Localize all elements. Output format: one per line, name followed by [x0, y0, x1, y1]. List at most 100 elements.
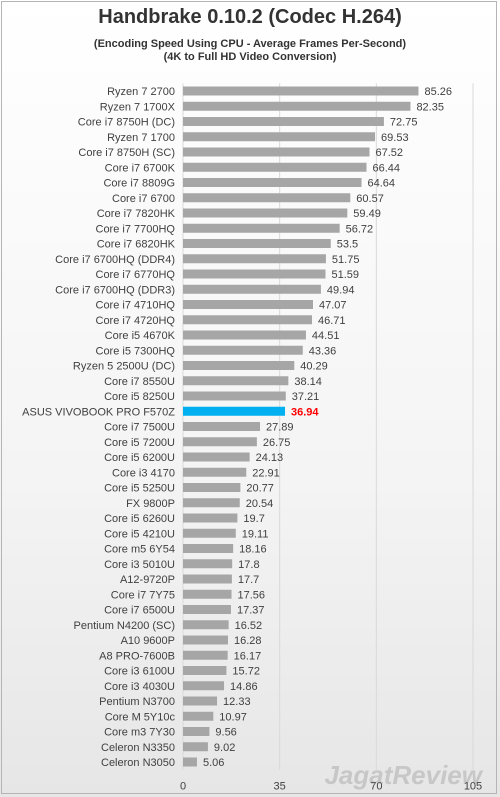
value-label: 22.91	[252, 467, 280, 479]
bar	[183, 361, 295, 370]
category-label: Core i5 7200U	[104, 437, 175, 449]
category-label: Core i5 4670K	[105, 330, 176, 342]
category-label: Core i7 8750H (DC)	[78, 117, 175, 129]
bar	[183, 437, 257, 447]
category-label: Core i5 6200U	[104, 452, 175, 464]
category-label: Core i7 8809G	[103, 178, 175, 190]
bar	[183, 162, 367, 172]
value-label: 40.29	[300, 361, 328, 373]
value-label: 17.8	[238, 559, 259, 571]
category-label: Core i5 4210U	[104, 528, 175, 540]
value-label: 43.36	[309, 345, 337, 357]
category-label: Core m3 7Y30	[104, 727, 175, 739]
category-label: Core i7 4710HQ	[96, 300, 176, 312]
bar	[183, 742, 208, 752]
value-label: 44.51	[312, 330, 340, 342]
bar	[183, 315, 313, 325]
category-label: Core i7 8750H (SC)	[78, 147, 175, 159]
bar	[183, 101, 411, 111]
bar	[183, 635, 228, 645]
value-label: 72.75	[390, 117, 418, 129]
category-label: Core i7 7Y75	[111, 589, 175, 601]
bar	[183, 117, 384, 126]
value-label: 51.75	[332, 254, 360, 266]
category-label: Ryzen 7 1700	[107, 132, 175, 144]
bar	[183, 513, 238, 523]
bar	[183, 589, 232, 599]
bar	[183, 330, 306, 340]
value-label: 27.89	[266, 422, 294, 434]
value-label: 26.75	[263, 437, 291, 449]
bar	[183, 254, 326, 264]
value-label: 47.07	[319, 300, 347, 312]
value-label: 16.52	[235, 620, 263, 632]
bar	[183, 666, 227, 675]
x-tick-label: 105	[464, 781, 482, 793]
bar	[183, 620, 229, 630]
bar	[183, 86, 419, 96]
bar	[183, 300, 314, 309]
bar	[183, 544, 234, 553]
value-label: 53.5	[337, 239, 358, 251]
value-label: 37.21	[292, 391, 320, 403]
category-label: FX 9800P	[126, 498, 175, 510]
category-label: ASUS VIVOBOOK PRO F570Z	[22, 406, 175, 418]
bar	[183, 223, 340, 233]
category-label: Core i7 8550U	[104, 376, 175, 388]
category-label: Core i7 7700HQ	[96, 223, 176, 235]
category-label: Core i7 6700	[112, 193, 175, 205]
chart-subtitle-2: (4K to Full HD Video Conversion)	[163, 51, 337, 63]
bar	[183, 528, 236, 538]
value-label: 24.13	[256, 452, 284, 464]
bar	[183, 269, 326, 279]
category-label: Core i7 7500U	[104, 422, 175, 434]
value-label: 17.7	[238, 574, 259, 586]
x-tick-label: 70	[370, 781, 382, 793]
chart-title: Handbrake 0.10.2 (Codec H.264)	[98, 6, 402, 28]
bar	[183, 757, 197, 767]
bar	[183, 178, 362, 187]
value-label: 14.86	[230, 681, 258, 693]
category-label: Core i7 6700K	[105, 162, 176, 174]
category-label: Core i3 4030U	[104, 681, 175, 693]
bar	[183, 193, 351, 203]
bar	[183, 559, 233, 569]
category-label: Core i5 8250U	[104, 391, 175, 403]
category-label: Core i5 5250U	[104, 483, 175, 495]
bar	[183, 727, 210, 736]
watermark-logo: JagatReview	[324, 760, 482, 790]
value-label: 10.97	[219, 711, 247, 723]
bar	[183, 498, 240, 508]
category-label: Core i3 5010U	[104, 559, 175, 571]
value-label: 36.94	[291, 406, 319, 418]
value-label: 16.28	[234, 635, 262, 647]
bar	[183, 284, 321, 294]
value-label: 59.49	[353, 208, 381, 220]
category-label: Core i7 7820HK	[97, 208, 176, 220]
highlight-bar	[183, 406, 286, 416]
value-label: 85.26	[424, 86, 452, 98]
value-label: 19.11	[242, 528, 269, 540]
category-label: Core i3 4170	[112, 467, 175, 479]
bar	[183, 452, 250, 462]
category-label: Ryzen 7 1700X	[100, 101, 176, 113]
category-label: Core i7 6700HQ (DDR3)	[55, 284, 175, 296]
category-label: Core i3 6100U	[104, 666, 175, 678]
x-tick-label: 0	[180, 781, 186, 793]
category-label: Core m5 6Y54	[104, 544, 175, 556]
value-label: 46.71	[318, 315, 346, 327]
category-label: Core M 5Y10c	[105, 711, 176, 723]
category-label: A8 PRO-7600B	[99, 650, 175, 662]
category-label: Core i5 6260U	[104, 513, 175, 525]
category-label: Celeron N3050	[101, 757, 175, 769]
category-label: Core i7 6700HQ (DDR4)	[55, 254, 175, 266]
bar	[183, 345, 303, 355]
value-label: 15.72	[232, 666, 260, 678]
value-label: 67.52	[375, 147, 403, 159]
category-label: Pentium N4200 (SC)	[74, 620, 176, 632]
value-label: 64.64	[368, 178, 396, 190]
category-label: A10 9600P	[121, 635, 175, 647]
bar	[183, 147, 370, 157]
